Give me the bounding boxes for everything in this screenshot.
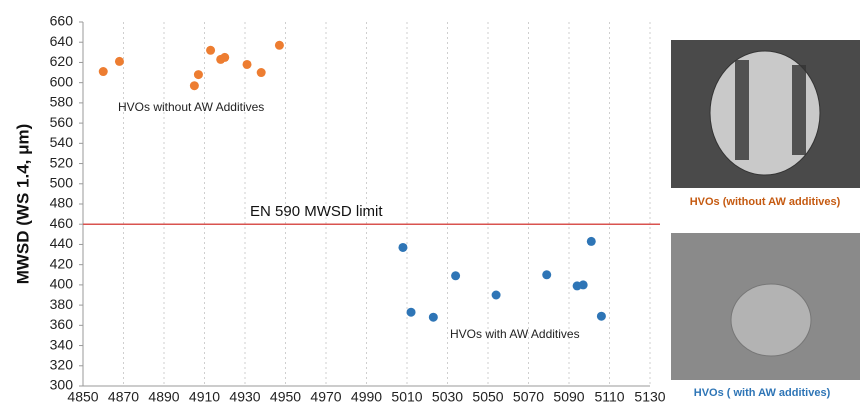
x-tick-label: 5030 bbox=[432, 389, 463, 405]
data-point bbox=[451, 271, 461, 281]
data-point bbox=[428, 312, 438, 322]
y-axis-title: MWSD (WS 1.4, μm) bbox=[13, 124, 32, 285]
y-tick-label: 360 bbox=[50, 316, 74, 332]
x-tick-label: 4990 bbox=[351, 389, 382, 405]
x-tick-label: 4890 bbox=[148, 389, 179, 405]
data-point bbox=[256, 68, 266, 78]
y-tick-label: 540 bbox=[50, 134, 74, 150]
data-point bbox=[398, 242, 408, 252]
x-tick-label: 4930 bbox=[229, 389, 260, 405]
image-panel-1: HVOs (without AW additives) bbox=[671, 40, 860, 208]
y-tick-label: 300 bbox=[50, 377, 74, 393]
y-tick-label: 400 bbox=[50, 276, 74, 292]
image-caption: HVOs ( with AW additives) bbox=[694, 387, 831, 399]
data-point bbox=[220, 52, 230, 62]
data-point bbox=[206, 45, 216, 55]
x-tick-label: 4970 bbox=[310, 389, 341, 405]
data-point bbox=[542, 270, 552, 280]
series-label: HVOs with AW Additives bbox=[450, 327, 580, 341]
data-point bbox=[98, 67, 108, 77]
y-tick-label: 640 bbox=[50, 33, 74, 49]
y-tick-label: 420 bbox=[50, 255, 74, 271]
y-tick-label: 320 bbox=[50, 356, 74, 372]
data-point bbox=[274, 40, 284, 50]
series-label: HVOs without AW Additives bbox=[118, 100, 264, 114]
y-tick-label: 560 bbox=[50, 114, 74, 130]
y-tick-label: 660 bbox=[50, 13, 74, 29]
x-tick-label: 4910 bbox=[189, 389, 220, 405]
data-point bbox=[114, 56, 124, 66]
data-point bbox=[578, 280, 588, 290]
x-tick-label: 5010 bbox=[391, 389, 422, 405]
y-tick-label: 460 bbox=[50, 215, 74, 231]
data-point bbox=[586, 236, 596, 246]
x-tick-label: 5070 bbox=[513, 389, 544, 405]
x-tick-label: 5110 bbox=[594, 389, 624, 405]
x-tick-label: 5130 bbox=[634, 389, 665, 405]
data-point bbox=[193, 70, 203, 80]
data-point bbox=[491, 290, 501, 300]
x-tick-label: 5050 bbox=[472, 389, 503, 405]
data-point bbox=[406, 307, 416, 317]
image-caption: HVOs (without AW additives) bbox=[690, 196, 841, 208]
reference-label: EN 590 MWSD limit bbox=[250, 203, 383, 220]
y-tick-label: 480 bbox=[50, 195, 74, 211]
y-tick-label: 500 bbox=[50, 174, 74, 190]
y-tick-label: 600 bbox=[50, 73, 74, 89]
data-point bbox=[596, 311, 606, 321]
y-tick-label: 520 bbox=[50, 154, 74, 170]
image-panel-2: HVOs ( with AW additives) bbox=[671, 233, 860, 399]
y-tick-label: 340 bbox=[50, 336, 74, 352]
x-tick-label: 4850 bbox=[67, 389, 98, 405]
y-tick-label: 380 bbox=[50, 296, 74, 312]
data-point bbox=[242, 59, 252, 69]
x-tick-label: 4870 bbox=[108, 389, 139, 405]
x-tick-label: 5090 bbox=[553, 389, 584, 405]
y-tick-label: 440 bbox=[50, 235, 74, 251]
x-tick-label: 4950 bbox=[270, 389, 301, 405]
y-tick-label: 580 bbox=[50, 94, 74, 110]
y-tick-label: 620 bbox=[50, 53, 74, 69]
data-point bbox=[189, 81, 199, 91]
